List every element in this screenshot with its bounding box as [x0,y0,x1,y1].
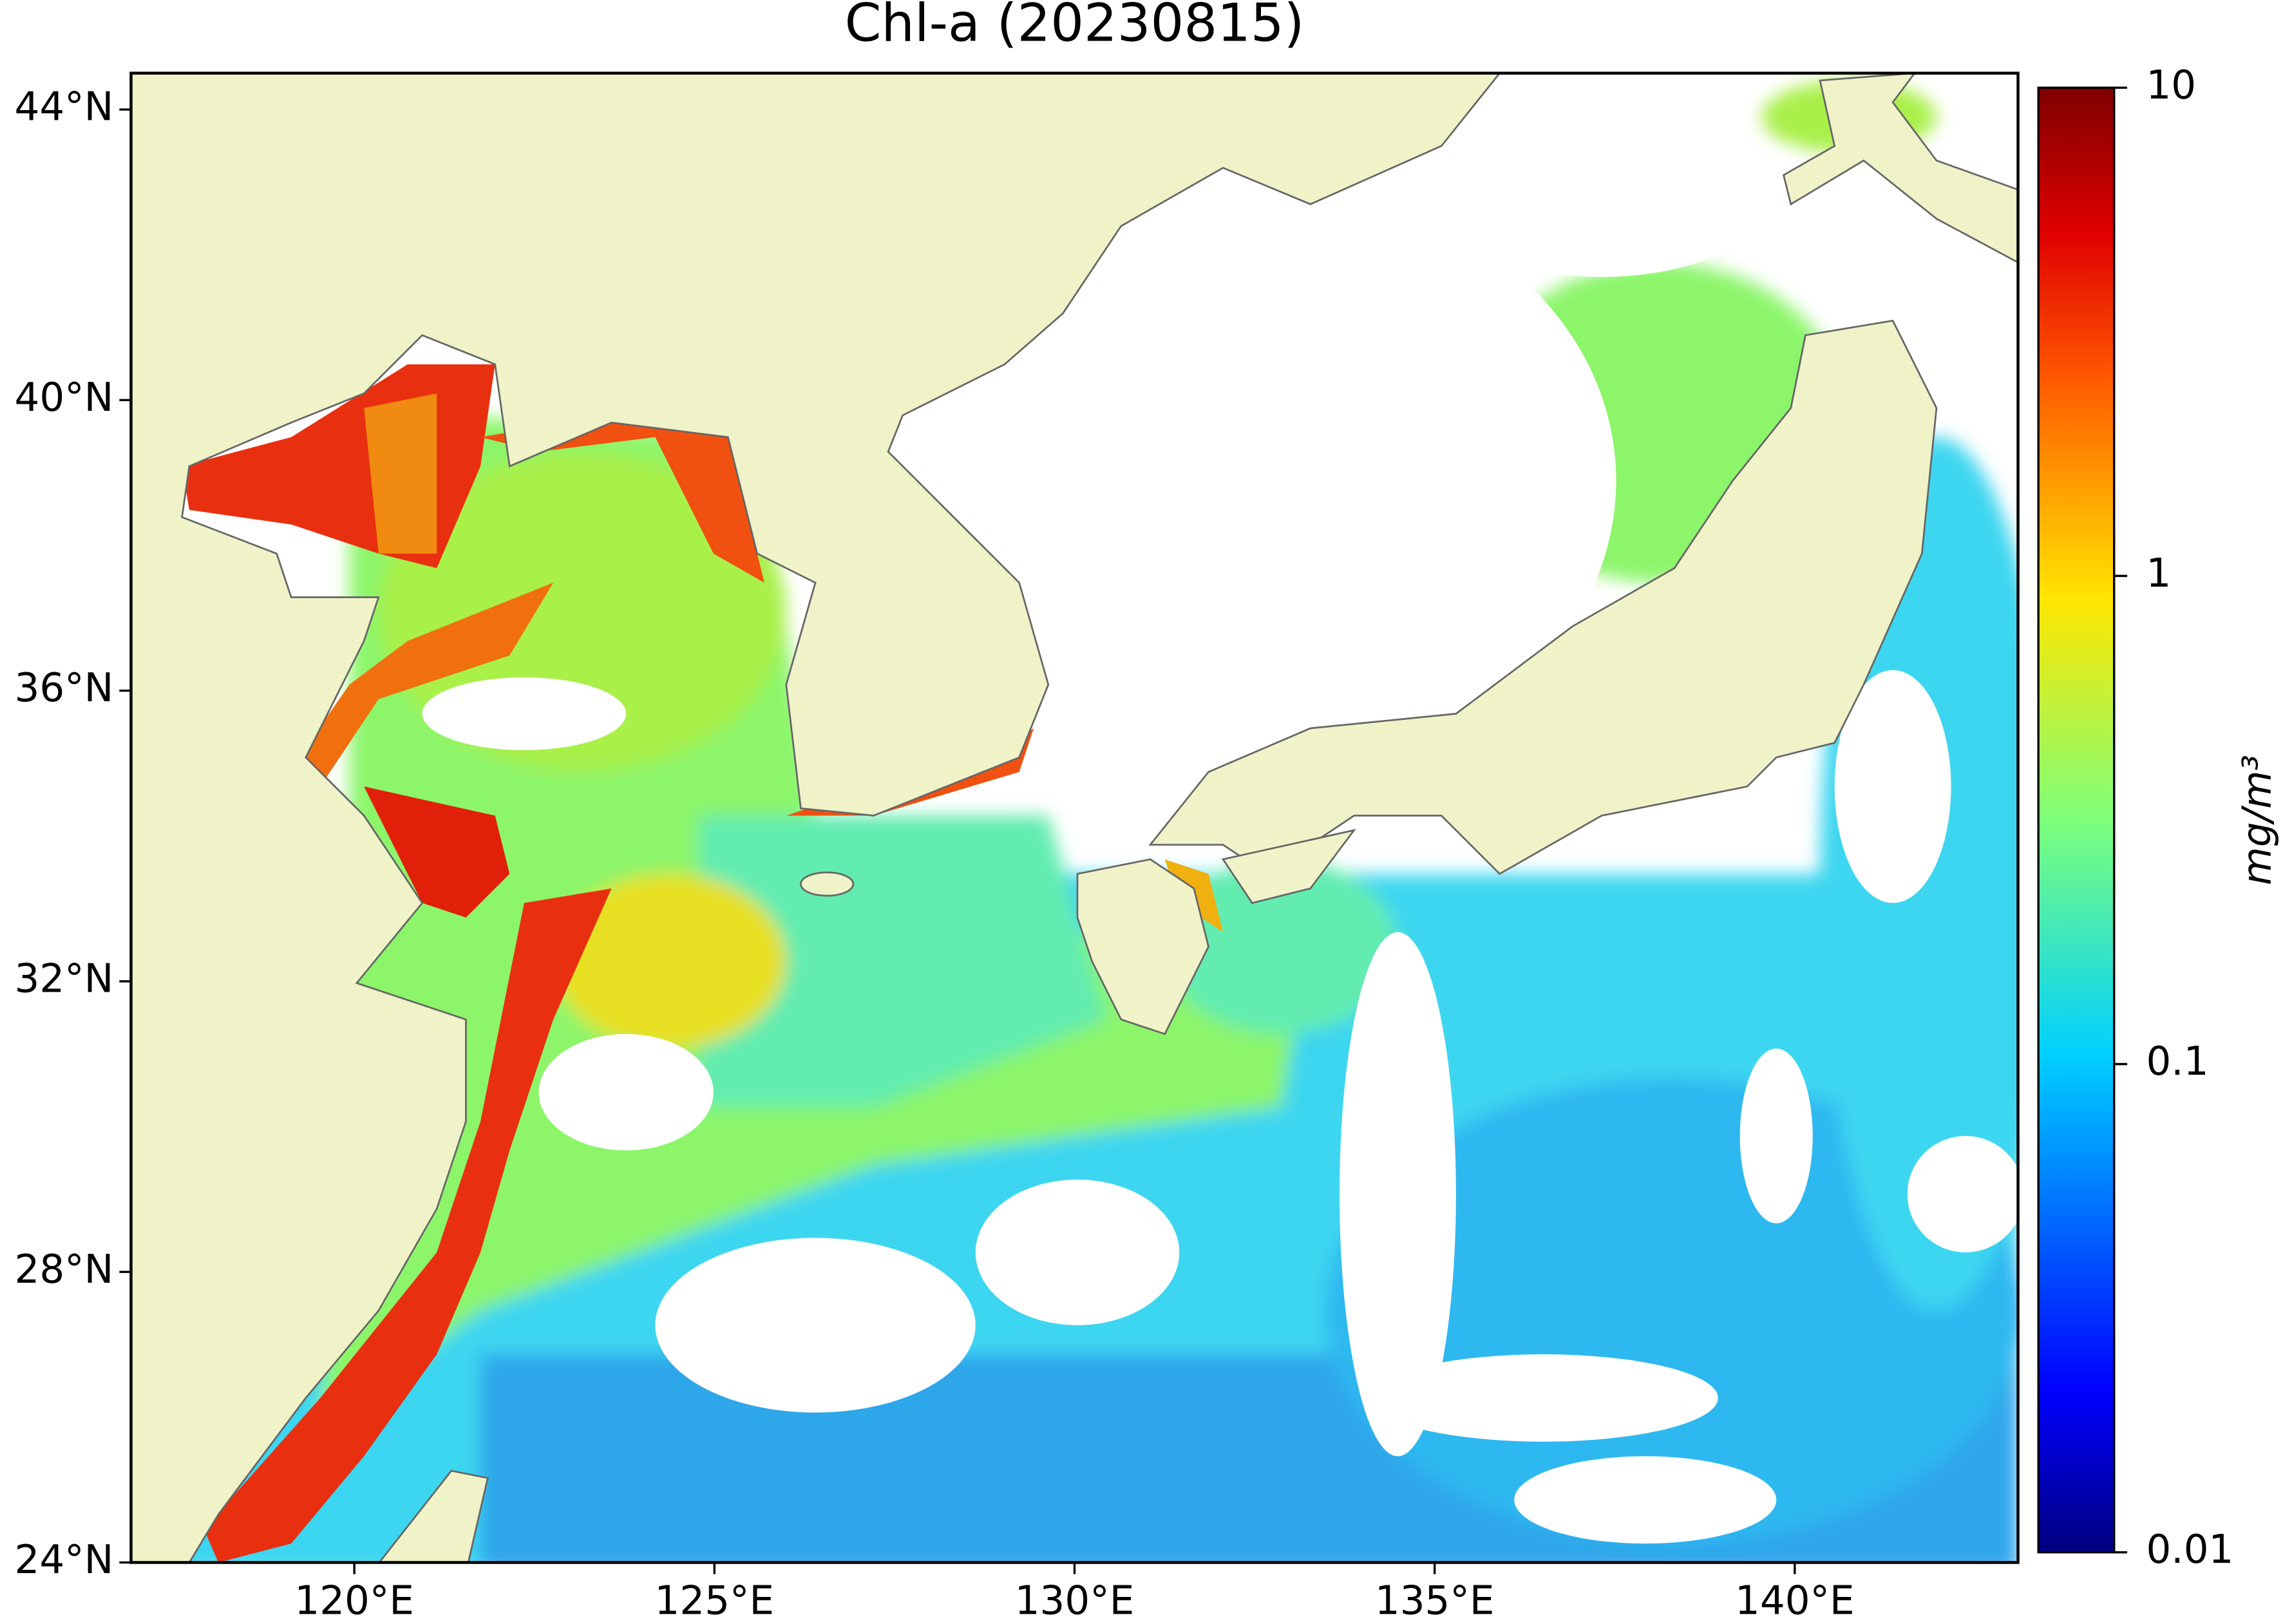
taiwan [378,1469,489,1563]
asia-mainland [131,73,1501,1563]
x-tick-label: 120°E [294,1578,414,1623]
colorbar-tick-label: 10 [2146,62,2196,108]
x-tick-label: 130°E [1015,1578,1135,1623]
y-tick-label: 40°N [15,375,114,420]
y-tick-label: 28°N [15,1247,114,1292]
y-tick-label: 36°N [15,665,114,711]
colorbar-tick-label: 0.1 [2146,1039,2208,1084]
colorbar-tick-label: 1 [2146,551,2171,596]
x-tick-label: 140°E [1735,1578,1855,1623]
cloud-cover [422,102,2018,1544]
y-tick-label: 24°N [15,1537,114,1583]
kyushu [1076,858,1209,1035]
colorbar [2037,86,2116,1554]
map-area [131,73,2018,1563]
y-tick-label: 32°N [15,956,114,1001]
honshu [1148,319,1938,875]
jeju [800,871,855,897]
shikoku [1221,829,1356,904]
colorbar-tick-label: 0.01 [2146,1527,2233,1572]
land [131,73,2018,1563]
y-tick-label: 44°N [15,84,114,130]
hokkaido [1782,73,2018,264]
x-tick-label: 135°E [1375,1578,1495,1623]
x-tick-label: 125°E [655,1578,775,1623]
title: Chl-a (20230815) [845,0,1305,54]
colorbar-label: mg/m³ [2234,755,2280,885]
